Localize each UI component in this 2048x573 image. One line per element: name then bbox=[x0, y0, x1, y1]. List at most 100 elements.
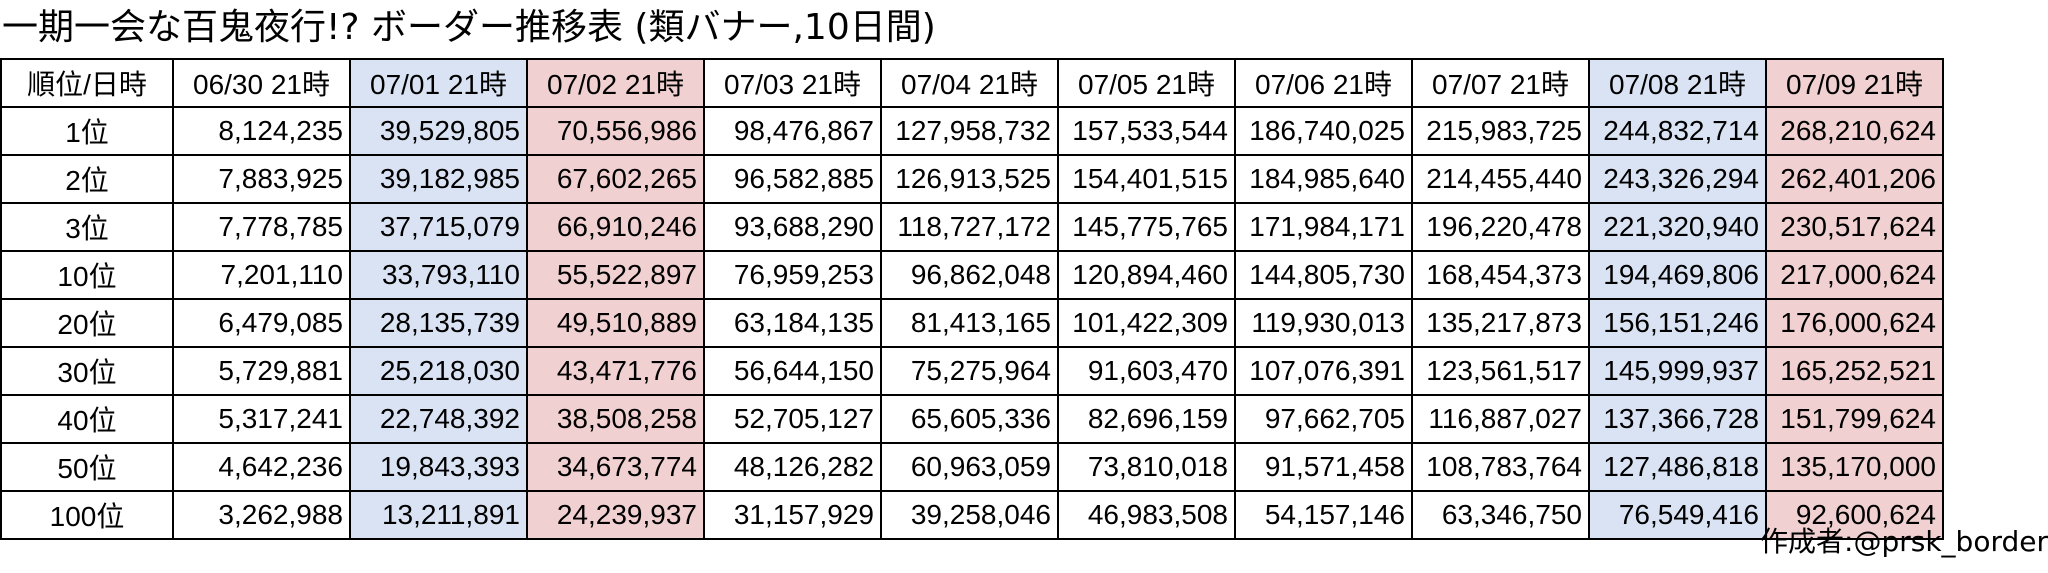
rank-cell: 40位 bbox=[0, 394, 174, 444]
score-cell: 39,529,805 bbox=[349, 106, 528, 156]
score-cell: 63,184,135 bbox=[703, 298, 882, 348]
score-cell: 7,201,110 bbox=[172, 250, 351, 300]
score-cell: 54,157,146 bbox=[1234, 490, 1413, 540]
border-table: 順位/日時 06/30 21時 07/01 21時 07/02 21時 07/03 21… bbox=[0, 58, 1944, 540]
score-cell: 28,135,739 bbox=[349, 298, 528, 348]
score-cell: 46,983,508 bbox=[1057, 490, 1236, 540]
rank-cell: 2位 bbox=[0, 154, 174, 204]
header-date-cell: 07/03 21時 bbox=[703, 58, 882, 108]
table-row: 20位 6,479,085 28,135,739 49,510,889 63,184,1… bbox=[0, 298, 1944, 348]
table-row: 10位 7,201,110 33,793,110 55,522,897 76,959,2… bbox=[0, 250, 1944, 300]
score-cell: 123,561,517 bbox=[1411, 346, 1590, 396]
score-cell: 25,218,030 bbox=[349, 346, 528, 396]
header-date-cell: 07/02 21時 bbox=[526, 58, 705, 108]
score-cell: 67,602,265 bbox=[526, 154, 705, 204]
header-date-cell: 07/09 21時 bbox=[1765, 58, 1944, 108]
score-cell: 96,862,048 bbox=[880, 250, 1059, 300]
score-cell: 13,211,891 bbox=[349, 490, 528, 540]
rank-cell: 100位 bbox=[0, 490, 174, 540]
rank-cell: 50位 bbox=[0, 442, 174, 492]
score-cell: 39,258,046 bbox=[880, 490, 1059, 540]
score-cell: 171,984,171 bbox=[1234, 202, 1413, 252]
page-title: 一期一会な百鬼夜行!? ボーダー推移表 (類バナー,10日間) bbox=[2, 7, 936, 48]
score-cell: 60,963,059 bbox=[880, 442, 1059, 492]
score-cell: 5,317,241 bbox=[172, 394, 351, 444]
score-cell: 230,517,624 bbox=[1765, 202, 1944, 252]
table-row: 30位 5,729,881 25,218,030 43,471,776 56,644,1… bbox=[0, 346, 1944, 396]
score-cell: 119,930,013 bbox=[1234, 298, 1413, 348]
score-cell: 6,479,085 bbox=[172, 298, 351, 348]
score-cell: 127,486,818 bbox=[1588, 442, 1767, 492]
score-cell: 215,983,725 bbox=[1411, 106, 1590, 156]
score-cell: 262,401,206 bbox=[1765, 154, 1944, 204]
table-row: 3位 7,778,785 37,715,079 66,910,246 93,688,29… bbox=[0, 202, 1944, 252]
score-cell: 156,151,246 bbox=[1588, 298, 1767, 348]
header-date-cell: 07/08 21時 bbox=[1588, 58, 1767, 108]
score-cell: 70,556,986 bbox=[526, 106, 705, 156]
score-cell: 3,262,988 bbox=[172, 490, 351, 540]
score-cell: 127,958,732 bbox=[880, 106, 1059, 156]
score-cell: 244,832,714 bbox=[1588, 106, 1767, 156]
table-row: 2位 7,883,925 39,182,985 67,602,265 96,582,88… bbox=[0, 154, 1944, 204]
score-cell: 184,985,640 bbox=[1234, 154, 1413, 204]
score-cell: 22,748,392 bbox=[349, 394, 528, 444]
rank-cell: 20位 bbox=[0, 298, 174, 348]
header-date-cell: 06/30 21時 bbox=[172, 58, 351, 108]
score-cell: 63,346,750 bbox=[1411, 490, 1590, 540]
score-cell: 19,843,393 bbox=[349, 442, 528, 492]
table-row: 100位 3,262,988 13,211,891 24,239,937 31,157,… bbox=[0, 490, 1944, 540]
score-cell: 145,775,765 bbox=[1057, 202, 1236, 252]
header-date-cell: 07/05 21時 bbox=[1057, 58, 1236, 108]
score-cell: 75,275,964 bbox=[880, 346, 1059, 396]
score-cell: 168,454,373 bbox=[1411, 250, 1590, 300]
score-cell: 91,571,458 bbox=[1234, 442, 1413, 492]
score-cell: 221,320,940 bbox=[1588, 202, 1767, 252]
score-cell: 4,642,236 bbox=[172, 442, 351, 492]
score-cell: 76,549,416 bbox=[1588, 490, 1767, 540]
score-cell: 154,401,515 bbox=[1057, 154, 1236, 204]
score-cell: 7,778,785 bbox=[172, 202, 351, 252]
score-cell: 243,326,294 bbox=[1588, 154, 1767, 204]
score-cell: 217,000,624 bbox=[1765, 250, 1944, 300]
score-cell: 101,422,309 bbox=[1057, 298, 1236, 348]
score-cell: 24,239,937 bbox=[526, 490, 705, 540]
score-cell: 38,508,258 bbox=[526, 394, 705, 444]
score-cell: 7,883,925 bbox=[172, 154, 351, 204]
score-cell: 5,729,881 bbox=[172, 346, 351, 396]
score-cell: 48,126,282 bbox=[703, 442, 882, 492]
score-cell: 49,510,889 bbox=[526, 298, 705, 348]
header-rank-date: 順位/日時 bbox=[0, 58, 174, 108]
score-cell: 73,810,018 bbox=[1057, 442, 1236, 492]
header-date-cell: 07/06 21時 bbox=[1234, 58, 1413, 108]
score-cell: 214,455,440 bbox=[1411, 154, 1590, 204]
score-cell: 65,605,336 bbox=[880, 394, 1059, 444]
score-cell: 107,076,391 bbox=[1234, 346, 1413, 396]
score-cell: 76,959,253 bbox=[703, 250, 882, 300]
score-cell: 92,600,624 bbox=[1765, 490, 1944, 540]
score-cell: 196,220,478 bbox=[1411, 202, 1590, 252]
rank-cell: 30位 bbox=[0, 346, 174, 396]
score-cell: 118,727,172 bbox=[880, 202, 1059, 252]
score-cell: 145,999,937 bbox=[1588, 346, 1767, 396]
score-cell: 135,217,873 bbox=[1411, 298, 1590, 348]
score-cell: 165,252,521 bbox=[1765, 346, 1944, 396]
score-cell: 56,644,150 bbox=[703, 346, 882, 396]
score-cell: 186,740,025 bbox=[1234, 106, 1413, 156]
table-header-row: 順位/日時 06/30 21時 07/01 21時 07/02 21時 07/03 21… bbox=[0, 58, 1944, 108]
score-cell: 176,000,624 bbox=[1765, 298, 1944, 348]
score-cell: 91,603,470 bbox=[1057, 346, 1236, 396]
score-cell: 151,799,624 bbox=[1765, 394, 1944, 444]
score-cell: 8,124,235 bbox=[172, 106, 351, 156]
score-cell: 82,696,159 bbox=[1057, 394, 1236, 444]
score-cell: 194,469,806 bbox=[1588, 250, 1767, 300]
score-cell: 116,887,027 bbox=[1411, 394, 1590, 444]
rank-cell: 1位 bbox=[0, 106, 174, 156]
score-cell: 144,805,730 bbox=[1234, 250, 1413, 300]
table-row: 40位 5,317,241 22,748,392 38,508,258 52,705,1… bbox=[0, 394, 1944, 444]
table-row: 1位 8,124,235 39,529,805 70,556,986 98,476,86… bbox=[0, 106, 1944, 156]
score-cell: 66,910,246 bbox=[526, 202, 705, 252]
score-cell: 135,170,000 bbox=[1765, 442, 1944, 492]
rank-cell: 10位 bbox=[0, 250, 174, 300]
header-date-cell: 07/07 21時 bbox=[1411, 58, 1590, 108]
score-cell: 55,522,897 bbox=[526, 250, 705, 300]
